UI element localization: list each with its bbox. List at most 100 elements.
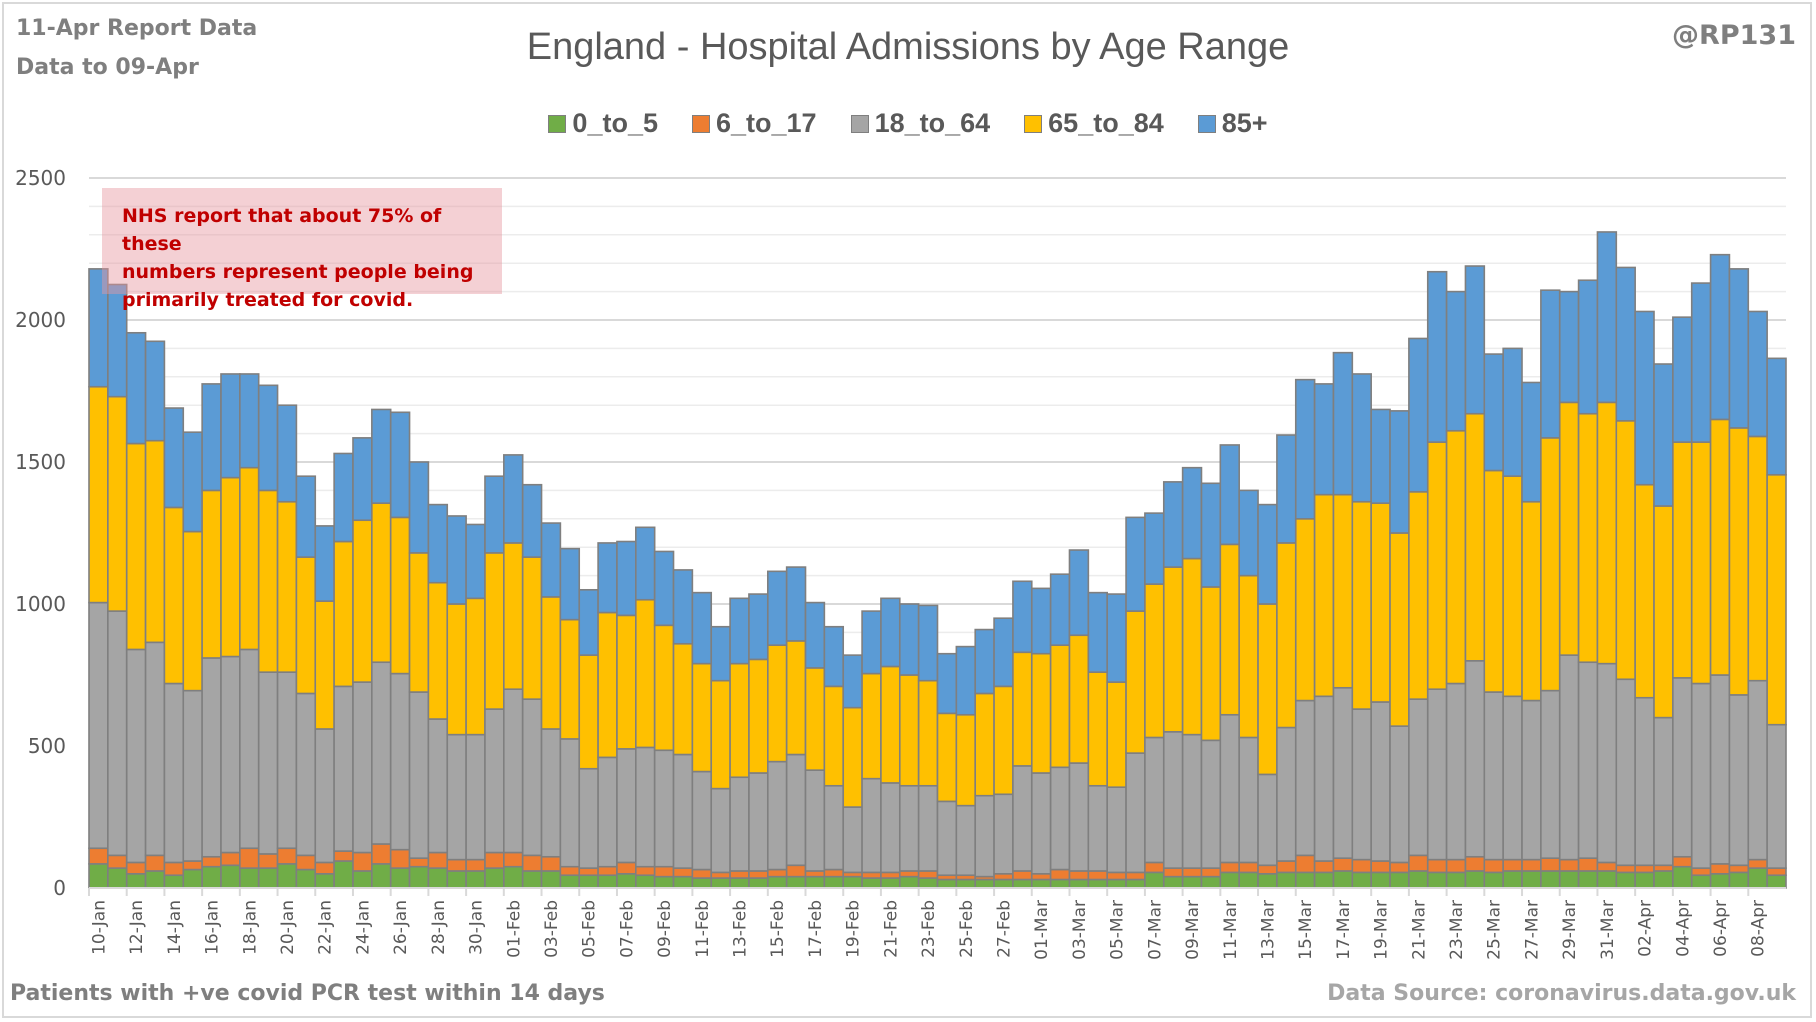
bar-segment-0-to-5 (484, 867, 505, 889)
bar-segment-65-to-84 (1521, 500, 1542, 702)
bar-segment-85 (653, 550, 675, 627)
bar-segment-18-to-64 (1012, 765, 1033, 872)
legend-swatch-65-to-84 (1024, 114, 1043, 133)
bar-segment-65-to-84 (1540, 437, 1561, 692)
bar-segment-65-to-84 (635, 598, 656, 749)
bar-segment-0-to-5 (1445, 871, 1467, 889)
bar-segment-65-to-84 (1106, 681, 1127, 788)
bar-segment-18-to-64 (1709, 674, 1731, 865)
bar-segment-0-to-5 (729, 877, 750, 889)
bar-segment-85 (635, 526, 656, 601)
bar-segment-18-to-64 (389, 672, 411, 851)
legend-item-0-to-5[interactable]: 0_to_5 (548, 108, 658, 139)
bar-segment-0-to-5 (766, 875, 788, 889)
bar-segment-0-to-5 (1200, 875, 1222, 889)
bar-segment-18-to-64 (804, 769, 826, 872)
bar-segment-0-to-5 (352, 870, 373, 889)
bar-segment-0-to-5 (1747, 867, 1768, 889)
bar-segment-6-to-17 (295, 854, 317, 871)
bar-segment-0-to-5 (1144, 871, 1165, 889)
bar-segment-18-to-64 (1276, 726, 1297, 862)
bar-segment-6-to-17 (1766, 867, 1787, 877)
bar-segment-18-to-64 (220, 655, 241, 854)
bar-segment-85 (446, 515, 467, 605)
bar-segment-18-to-64 (1747, 679, 1768, 861)
x-tick-label: 21-Mar (1409, 900, 1429, 960)
y-tick-label: 0 (53, 876, 66, 900)
x-tick-label: 03-Feb (542, 900, 562, 958)
bar-segment-18-to-64 (672, 753, 694, 869)
legend-item-85-plus[interactable]: 85+ (1197, 108, 1268, 139)
bar-segment-18-to-64 (710, 787, 731, 874)
bar-segment-6-to-17 (1313, 860, 1335, 874)
bar-segment-6-to-17 (993, 872, 1014, 881)
bar-segment-18-to-64 (352, 681, 373, 854)
bar-segment-6-to-17 (1370, 860, 1391, 874)
bar-segment-0-to-5 (1049, 878, 1071, 889)
bar-segment-65-to-84 (1068, 634, 1090, 764)
x-tick-label: 20-Jan (278, 900, 298, 955)
x-tick-label: 03-Mar (1070, 900, 1090, 960)
bar-segment-18-to-64 (1313, 695, 1335, 862)
bar-segment-6-to-17 (1181, 867, 1203, 878)
bar-segment-18-to-64 (559, 738, 581, 868)
bar-segment-65-to-84 (955, 713, 977, 807)
x-tick-label: 02-Apr (1636, 900, 1656, 957)
bar-segment-85 (1294, 378, 1316, 520)
bar-segment-6-to-17 (352, 851, 373, 872)
bar-segment-0-to-5 (1577, 870, 1599, 889)
bar-segment-65-to-84 (748, 658, 769, 774)
bar-segment-85 (691, 591, 713, 665)
bar-segment-6-to-17 (1144, 861, 1165, 874)
bar-segment-65-to-84 (672, 642, 694, 756)
bar-segment-6-to-17 (1219, 861, 1240, 874)
bar-segment-85 (823, 625, 845, 688)
bar-segment-85 (1464, 265, 1486, 415)
chart-title: England - Hospital Admissions by Age Ran… (526, 26, 1290, 68)
bar-segment-18-to-64 (88, 601, 109, 850)
bar-segment-0-to-5 (125, 872, 147, 889)
bar-segment-0-to-5 (1766, 874, 1787, 889)
bar-segment-6-to-17 (333, 850, 354, 862)
bar-segment-6-to-17 (389, 848, 411, 869)
bar-segment-85 (1672, 316, 1693, 443)
legend-item-65-to-84[interactable]: 65_to_84 (1024, 108, 1164, 139)
y-tick-label: 1500 (15, 450, 66, 474)
bar-segment-85 (898, 603, 920, 676)
bar-segment-6-to-17 (1294, 854, 1316, 874)
bar-segment-6-to-17 (239, 847, 260, 869)
bar-segment-6-to-17 (1502, 858, 1523, 872)
bar-segment-65-to-84 (1332, 493, 1354, 689)
legend-swatch-18-to-64 (850, 114, 869, 133)
bar-segment-6-to-17 (672, 867, 694, 878)
bar-segment-18-to-64 (446, 733, 467, 861)
bar-segment-18-to-64 (1332, 686, 1354, 859)
bar-segment-18-to-64 (144, 641, 166, 857)
bar-segment-18-to-64 (1068, 762, 1090, 872)
y-tick-label: 500 (28, 734, 66, 758)
x-tick-label: 31-Mar (1598, 900, 1618, 960)
bar-segment-0-to-5 (1709, 872, 1731, 889)
bar-segment-6-to-17 (917, 870, 939, 879)
legend-item-18-to-64[interactable]: 18_to_64 (850, 108, 990, 139)
bar-segment-6-to-17 (88, 847, 109, 865)
bar-segment-85 (559, 547, 581, 621)
bar-segment-0-to-5 (1502, 870, 1523, 889)
bar-segment-0-to-5 (1068, 878, 1090, 889)
bar-segment-18-to-64 (1408, 698, 1429, 857)
data-source: Data Source: coronavirus.data.gov.uk (1327, 981, 1796, 1006)
bar-segment-85 (1200, 482, 1222, 588)
bar-segment-18-to-64 (1200, 739, 1222, 869)
bar-segment-0-to-5 (672, 875, 694, 889)
bar-segment-6-to-17 (201, 855, 222, 868)
bar-segment-85 (785, 566, 807, 642)
bar-segment-6-to-17 (1238, 861, 1259, 874)
bar-segment-85 (371, 408, 392, 504)
legend-item-6-to-17[interactable]: 6_to_17 (691, 108, 817, 139)
bar-segment-85 (1068, 549, 1090, 637)
bar-segment-6-to-17 (898, 870, 920, 878)
bar-segment-6-to-17 (729, 870, 750, 879)
bar-segment-65-to-84 (465, 597, 486, 736)
bar-segment-0-to-5 (1106, 878, 1127, 889)
